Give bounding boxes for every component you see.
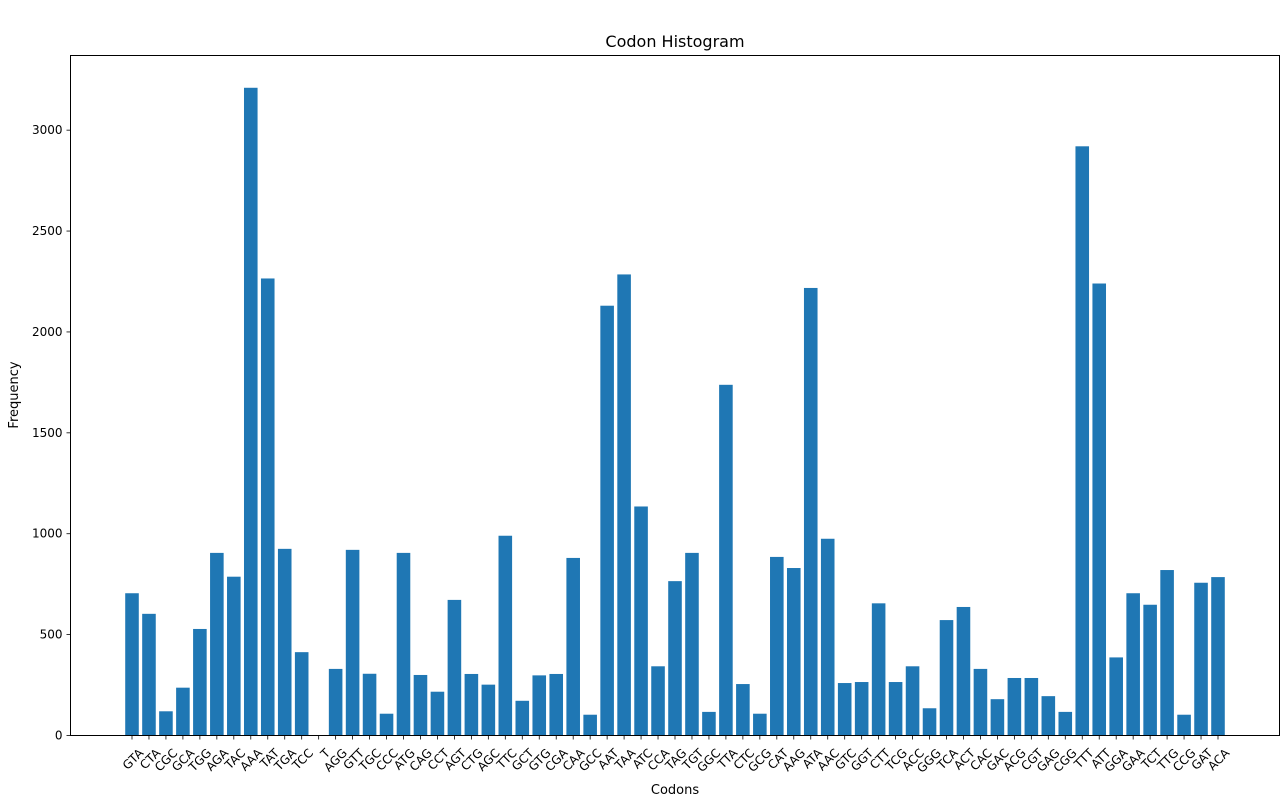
bar-cac — [973, 668, 988, 736]
bar-aga — [210, 552, 224, 736]
bar-cgc — [159, 711, 173, 736]
bar-tgc — [362, 673, 377, 736]
bar-tag — [668, 581, 682, 736]
bar-agc — [481, 684, 496, 736]
bar-acg — [1007, 677, 1022, 736]
bar-tcg — [888, 682, 903, 736]
bar-ata — [803, 287, 818, 736]
bar-gaa — [1126, 593, 1140, 736]
bar-tac — [227, 576, 241, 736]
bar-taa — [617, 274, 631, 736]
y-axis-label: Frequency — [7, 361, 22, 428]
bar-ggg — [922, 708, 937, 736]
bar-aac — [820, 538, 835, 736]
bar-ttt — [1075, 146, 1090, 736]
y-tick-label: 3000 — [32, 123, 63, 137]
bar-aat — [600, 305, 614, 736]
bar-tta — [719, 384, 733, 736]
bar-gta — [125, 593, 139, 736]
bar-ctc — [736, 684, 750, 736]
bar-gac — [990, 699, 1005, 736]
bar-gcg — [753, 713, 767, 736]
bar-aag — [786, 568, 801, 736]
bar-gtg — [532, 675, 547, 736]
bar-gca — [176, 687, 190, 736]
bar-cag — [413, 674, 428, 736]
bar-atc — [634, 506, 648, 736]
bar-ttc — [498, 535, 513, 736]
bar-gtt — [345, 549, 360, 736]
x-axis-label: Codons — [651, 783, 699, 798]
bar-agg — [328, 668, 343, 736]
bar-cgg — [1058, 711, 1073, 736]
bar-cta — [142, 613, 156, 736]
bar-caa — [566, 557, 580, 736]
bars-group — [125, 87, 1225, 736]
bar-tcc — [294, 652, 309, 736]
bar-tgg — [193, 628, 207, 736]
bar-gtc — [837, 683, 852, 736]
chart-title: Codon Histogram — [605, 32, 744, 51]
bar-ctt — [871, 603, 886, 736]
bar-atg — [396, 552, 411, 736]
y-axis-ticks: 0 500 1000 1500 2000 2500 3000 — [32, 123, 71, 743]
bar-tct — [1143, 604, 1157, 736]
y-tick-label: 1000 — [32, 527, 63, 541]
x-tick-label: ACA — [1205, 745, 1233, 773]
bar-tga — [277, 548, 292, 736]
bar-gat — [1194, 582, 1208, 736]
y-tick-label: 2000 — [32, 325, 63, 339]
bar-cct — [430, 691, 445, 736]
bar-aaa — [243, 87, 258, 736]
bar-ccg — [1177, 714, 1191, 736]
bar-ctg — [464, 673, 479, 736]
bar-ggt — [854, 682, 869, 736]
bar-act — [956, 606, 971, 736]
bar-tca — [939, 620, 954, 736]
bar-cgt — [1024, 677, 1039, 736]
y-tick-label: 1500 — [32, 426, 63, 440]
bar-tgt — [685, 552, 699, 736]
bar-gag — [1041, 696, 1056, 736]
bar-gcc — [583, 714, 597, 736]
bar-ttg — [1160, 570, 1174, 736]
bar-agt — [447, 599, 462, 736]
bar-att — [1092, 283, 1107, 736]
bar-ccc — [379, 713, 394, 736]
bar-acc — [905, 666, 920, 736]
bar-cga — [549, 673, 564, 736]
bar-cca — [651, 666, 665, 736]
y-tick-label: 500 — [40, 628, 63, 642]
bar-gga — [1109, 657, 1123, 736]
bar-tat — [260, 278, 275, 736]
bar-aca — [1211, 577, 1225, 736]
bar-gct — [515, 700, 530, 736]
bar-cat — [770, 556, 784, 736]
y-tick-label: 2500 — [32, 224, 63, 238]
y-tick-label: 0 — [55, 729, 63, 743]
bar-ggc — [702, 711, 716, 736]
